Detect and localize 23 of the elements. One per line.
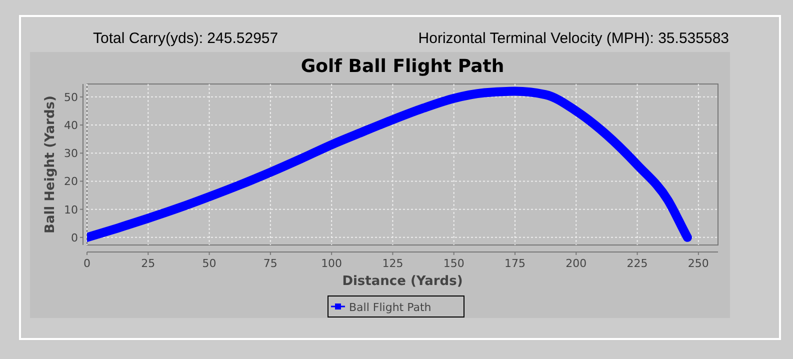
x-tick-label: 25 (141, 257, 156, 270)
x-tick-label: 250 (688, 257, 709, 270)
y-axis-title: Ball Height (Yards) (43, 96, 58, 234)
chart-title: Golf Ball Flight Path (300, 56, 504, 77)
y-tick-label: 0 (71, 231, 78, 244)
x-tick-label: 200 (566, 257, 587, 270)
legend-label: Ball Flight Path (349, 301, 432, 314)
x-tick-label: 150 (443, 257, 464, 270)
y-tick-label: 50 (64, 90, 78, 104)
x-tick-label: 125 (382, 257, 404, 270)
y-tick-label: 20 (64, 175, 78, 188)
x-tick-label: 175 (504, 257, 526, 270)
y-tick-label: 30 (64, 147, 78, 160)
x-tick-label: 50 (202, 257, 216, 270)
x-tick-label: 0 (84, 257, 90, 270)
y-tick-label: 10 (64, 203, 78, 216)
x-tick-label: 225 (626, 257, 648, 270)
x-axis-title: Distance (Yards) (342, 274, 463, 289)
y-tick-label: 40 (64, 119, 78, 132)
text: Total Carry(yds): 245.52957 (93, 30, 278, 47)
text: Horizontal Terminal Velocity (MPH): 35.535583 (418, 30, 729, 47)
x-tick-label: 75 (263, 257, 278, 270)
x-tick-label: 100 (321, 257, 342, 270)
